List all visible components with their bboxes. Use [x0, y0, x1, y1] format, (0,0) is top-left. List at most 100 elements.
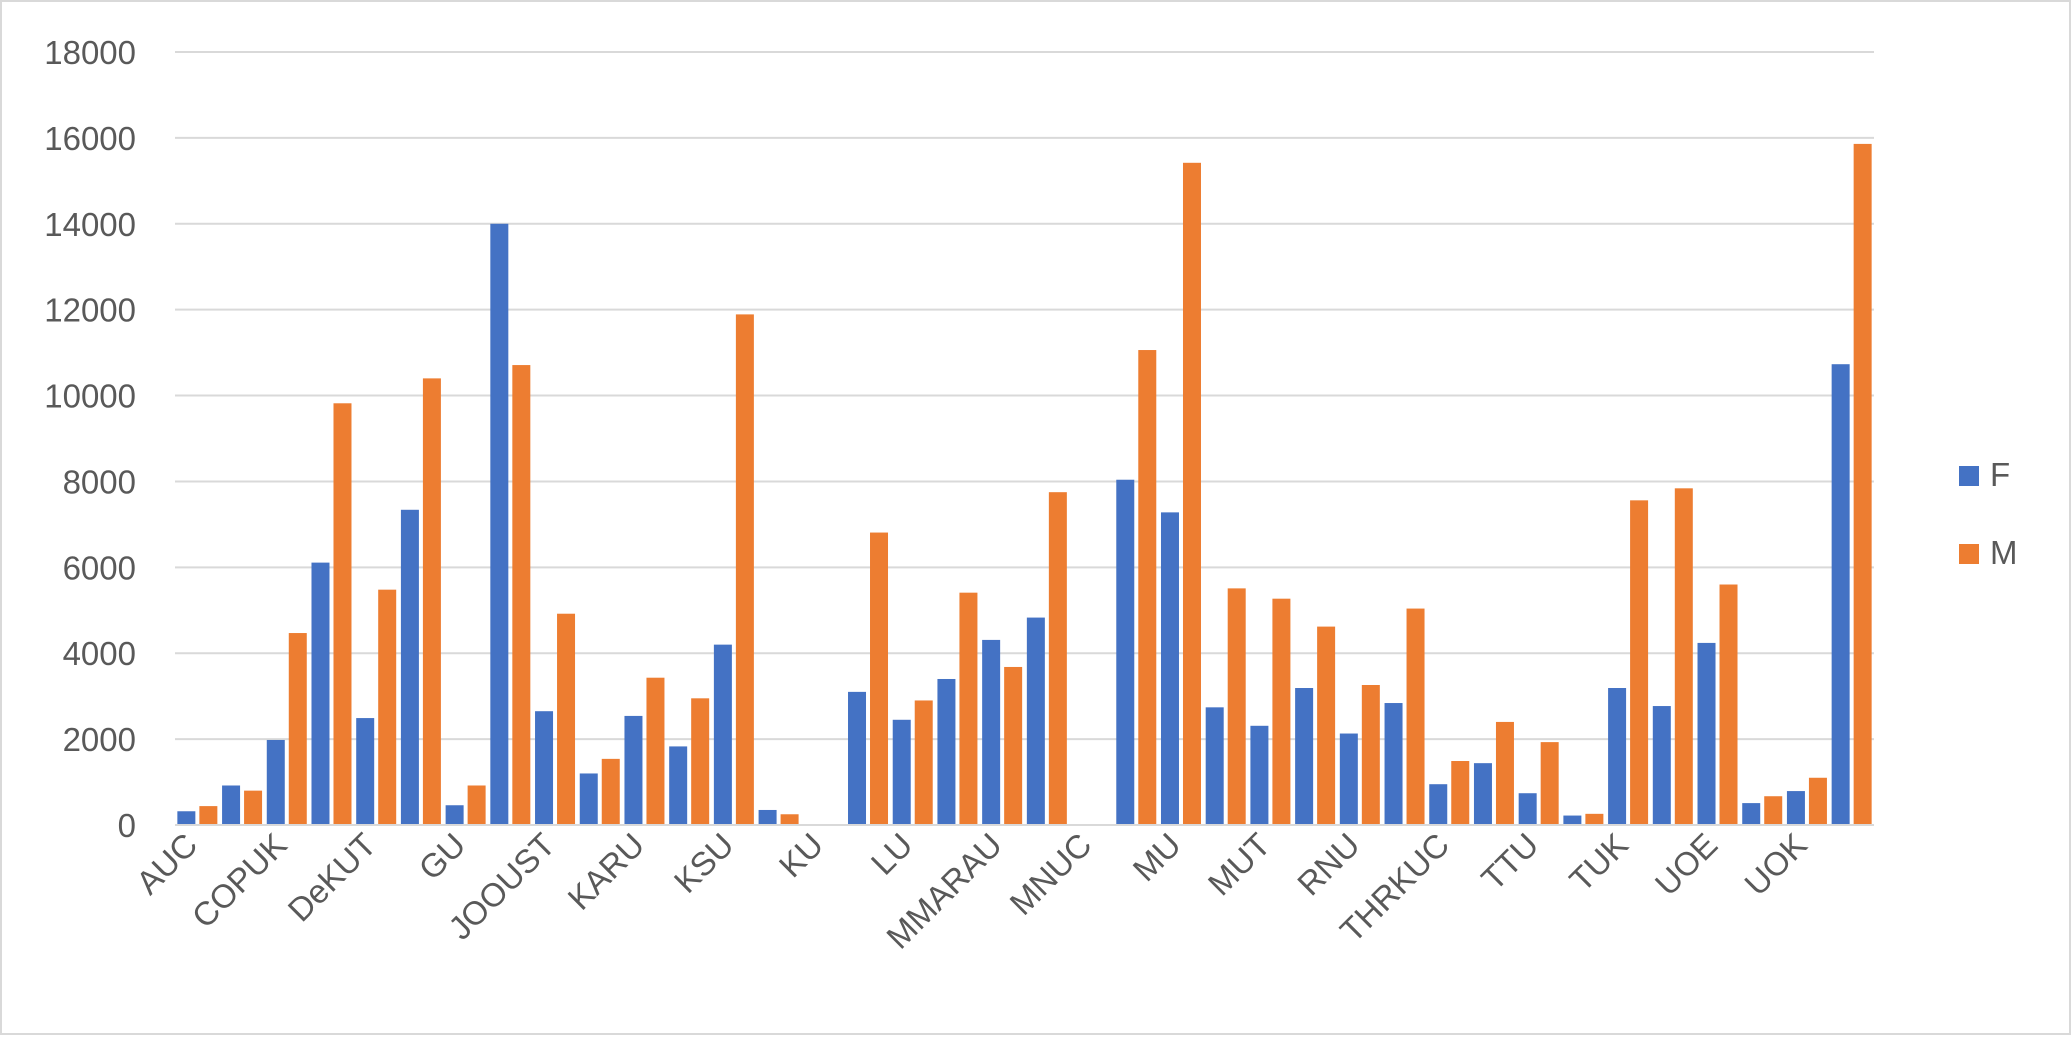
bar-f [400, 509, 419, 825]
bar-m [512, 365, 531, 825]
x-category-label: KU [772, 826, 831, 885]
bar-m [467, 785, 486, 825]
y-tick-label: 16000 [44, 120, 136, 157]
bar-m [1406, 608, 1425, 825]
y-tick-label: 12000 [44, 292, 136, 329]
x-category-label: UOK [1737, 826, 1814, 903]
x-category-label: GU [411, 826, 472, 887]
bar-m [914, 700, 933, 825]
bar-f [1786, 791, 1805, 825]
bar-m [1764, 796, 1783, 825]
bar-f [1563, 815, 1582, 825]
bar-f [535, 711, 554, 825]
x-category-label: LU [864, 826, 920, 882]
bar-f [1116, 479, 1135, 825]
bar-f [222, 785, 241, 825]
bar-f [1295, 688, 1314, 825]
x-category-label: RNU [1290, 826, 1367, 903]
x-category-label: AUC [129, 826, 204, 901]
bar-m [1853, 143, 1872, 825]
bar-f [356, 718, 375, 825]
bar-m [870, 532, 889, 825]
bar-m [1585, 813, 1604, 825]
bar-f [1831, 364, 1850, 825]
bar-f [266, 739, 285, 825]
y-tick-label: 2000 [63, 721, 136, 758]
bar-m [780, 814, 799, 825]
y-tick-label: 8000 [63, 463, 136, 500]
bar-f [1652, 706, 1671, 825]
bar-m [1451, 761, 1470, 825]
bar-f [1518, 793, 1537, 825]
bars [177, 143, 1872, 826]
bar-m [333, 403, 352, 825]
legend-label-m: M [1990, 534, 2018, 571]
bar-f [1205, 707, 1224, 825]
legend-swatch-f [1959, 466, 1979, 486]
bar-f [1473, 763, 1492, 825]
bar-f [1697, 642, 1716, 825]
bar-f [669, 746, 688, 825]
legend-label-f: F [1990, 456, 2010, 493]
legend: FM [1959, 456, 2018, 571]
bar-f [1250, 725, 1269, 825]
bar-m [691, 698, 710, 825]
bar-f [1429, 784, 1448, 825]
gridlines [175, 51, 1874, 741]
legend-swatch-m [1959, 544, 1979, 564]
bar-m [959, 592, 978, 825]
bar-f [892, 719, 911, 825]
bar-f [1742, 803, 1761, 825]
bar-m [1004, 666, 1023, 825]
bar-f [624, 715, 643, 825]
bar-f [1160, 512, 1179, 825]
bar-m [288, 633, 307, 825]
bar-m [1138, 350, 1157, 825]
bar-m [244, 790, 263, 825]
bar-m [1630, 500, 1649, 825]
bar-f [1026, 617, 1045, 825]
x-category-label: MU [1125, 826, 1187, 888]
bar-m [1227, 588, 1246, 825]
bar-m [1317, 626, 1336, 825]
bar-m [735, 314, 754, 825]
bar-f [177, 811, 196, 825]
bar-m [1540, 742, 1559, 825]
bar-f [1339, 733, 1358, 825]
bar-f [758, 809, 777, 825]
bar-m [1182, 162, 1201, 826]
y-tick-label: 6000 [63, 549, 136, 586]
bar-f [445, 805, 464, 825]
bar-m [1808, 777, 1827, 825]
bar-m [1272, 598, 1291, 825]
y-tick-label: 10000 [44, 378, 136, 415]
x-category-label: KSU [667, 826, 741, 900]
bar-f [490, 223, 509, 825]
y-axis-tick-labels: 0 2000 4000 6000 8000 10000 12000 14000 16000 180… [44, 34, 136, 844]
bar-m [378, 589, 397, 825]
bar-m [646, 677, 665, 825]
bar-f [1384, 703, 1403, 825]
bar-m [1495, 721, 1514, 825]
x-category-label: TTU [1474, 826, 1546, 898]
x-category-label: KARU [560, 826, 651, 917]
bar-f [579, 773, 598, 825]
x-category-label: MUT [1201, 826, 1278, 903]
bar-m [199, 806, 218, 825]
bar-m [422, 378, 441, 825]
x-category-label: COPUK [185, 826, 294, 935]
bar-f [311, 562, 330, 825]
y-tick-label: 0 [118, 807, 136, 844]
x-category-label: MNUC [1002, 826, 1098, 922]
bar-m [1674, 488, 1693, 825]
bar-f [1608, 688, 1627, 825]
bar-m [601, 758, 620, 825]
bar-f [937, 678, 956, 825]
bar-f [713, 644, 732, 825]
y-tick-label: 14000 [44, 206, 136, 243]
bar-m [557, 613, 576, 825]
x-category-label: UOE [1648, 826, 1725, 903]
